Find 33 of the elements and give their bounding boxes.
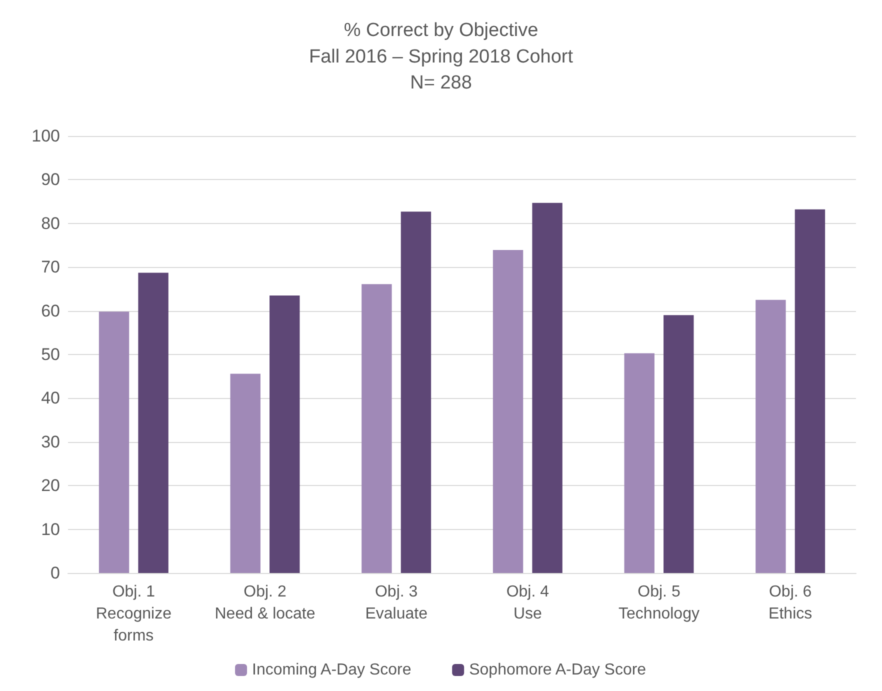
x-tick-label: Obj. 2 Need & locate [214, 584, 316, 622]
y-tick-label: 20 [41, 476, 60, 496]
y-tick-label: 100 [32, 126, 60, 146]
y-tick-label: 80 [41, 214, 60, 233]
x-tick-label: Obj. 6 Ethics [768, 584, 812, 622]
bar [756, 300, 786, 573]
bar [400, 212, 432, 573]
chart-subtitle: Fall 2016 – Spring 2018 Cohort N= 288 [308, 46, 574, 94]
bar [492, 250, 524, 573]
legend-label: Sophomore A-Day Score [469, 662, 646, 678]
x-tick-label: Obj. 4 Use [506, 584, 550, 622]
bar [270, 296, 300, 573]
bar [362, 284, 392, 573]
chart-title: % Correct by Objective [344, 20, 538, 41]
y-tick-label: 60 [41, 301, 60, 320]
bar [230, 374, 260, 573]
bar [138, 272, 168, 573]
y-tick-label: 0 [50, 564, 60, 582]
bar [624, 353, 654, 573]
y-tick-label: 90 [41, 170, 60, 190]
y-tick-label: 50 [41, 345, 60, 364]
y-tick-label: 10 [41, 520, 60, 539]
legend-label: Incoming A-Day Score [252, 662, 412, 678]
x-tick-label: Obj. 5 Technology [618, 584, 700, 622]
bar [794, 209, 826, 573]
bar [532, 202, 562, 573]
bar [98, 312, 130, 573]
bar [664, 315, 694, 573]
y-tick-label: 40 [41, 388, 60, 408]
x-tick-label: Obj. 1 Recognize forms [96, 584, 172, 644]
x-tick-label: Obj. 3 Evaluate [365, 584, 428, 622]
y-tick-label: 30 [41, 432, 60, 452]
y-tick-label: 70 [41, 258, 60, 277]
